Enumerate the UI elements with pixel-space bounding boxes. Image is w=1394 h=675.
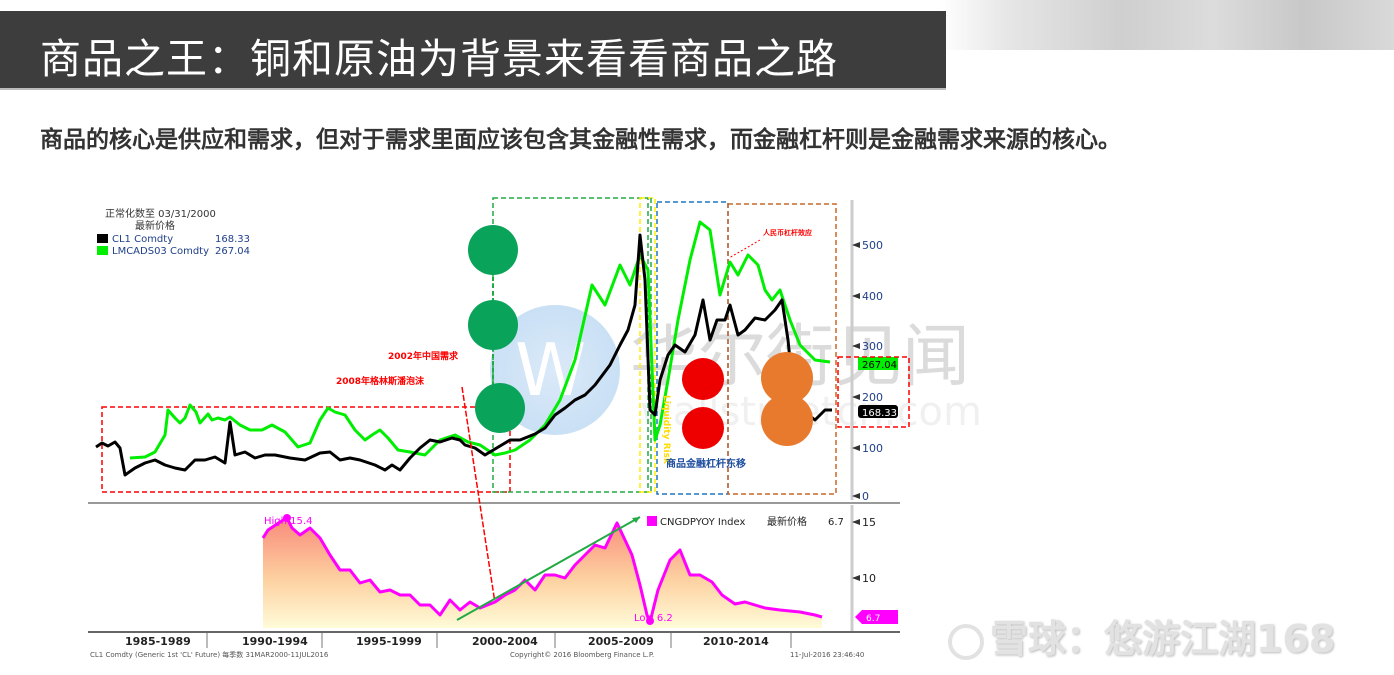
high-point-marker: [283, 514, 291, 522]
svg-text:1985-1989: 1985-1989: [125, 635, 191, 648]
trendline: [456, 516, 641, 621]
svg-text:正常化数至 03/31/2000: 正常化数至 03/31/2000: [105, 207, 216, 220]
svg-text:1995-1999: 1995-1999: [356, 635, 422, 648]
circles-red: [682, 358, 724, 449]
circle-green-1: [468, 225, 518, 275]
series-lmcads03: [129, 220, 831, 460]
svg-text:0: 0: [862, 490, 869, 503]
x-axis-labels: 1985-1989 1990-1994 1995-1999 2000-2004 …: [125, 633, 792, 648]
circle-green-2: [468, 300, 518, 350]
series-cngdpyoy: [261, 516, 823, 624]
annotation-high: High 15.4: [264, 516, 312, 527]
annotation-low: Low 6.2: [634, 613, 673, 624]
xueqiu-watermark: 雪球：悠游江湖168: [948, 608, 1335, 663]
annotations: 2002年中国需求 2008年格林斯潘泡沫 Liquidity Risk 商品金…: [336, 228, 812, 604]
lower-legend: CNGDPYOY Index 最新价格 6.7: [647, 515, 844, 528]
svg-text:500: 500: [862, 239, 883, 252]
svg-text:1990-1994: 1990-1994: [242, 635, 308, 648]
svg-text:2010-2014: 2010-2014: [703, 635, 769, 648]
box-orange-2011-2016: [727, 203, 837, 495]
box-yellow-liquidity: [639, 197, 656, 493]
chart-legend: 正常化数至 03/31/2000 最新价格 CL1 Comdty 168.33 …: [97, 207, 250, 257]
lower-y-axis: 15 10: [852, 516, 876, 585]
last-value-tag-gdp: 6.7: [855, 610, 898, 624]
svg-text:267.04: 267.04: [215, 246, 250, 257]
svg-text:2005-2009: 2005-2009: [588, 635, 654, 648]
svg-text:6.7: 6.7: [866, 614, 880, 624]
svg-text:300: 300: [862, 340, 883, 353]
svg-text:CL1 Comdty: CL1 Comdty: [112, 234, 173, 245]
circle-orange-1: [761, 352, 813, 404]
svg-text:最新价格: 最新价格: [135, 219, 175, 232]
svg-text:最新价格: 最新价格: [767, 515, 807, 528]
svg-text:267.04: 267.04: [862, 360, 897, 371]
series-cngdpyoy-area: [263, 518, 822, 628]
svg-text:Copyright© 2016 Bloomberg Fina: Copyright© 2016 Bloomberg Finance L.P.: [510, 651, 654, 659]
circle-red-1: [682, 358, 724, 400]
annotation-liquidity-risk: Liquidity Risk: [661, 395, 671, 465]
box-red-1985-2000: [101, 406, 511, 493]
page-title: 商品之王：铜和原油为背景来看看商品之路: [40, 35, 838, 83]
chart-footer: CL1 Comdty (Generic 1st 'CL' Future) 每季数…: [90, 650, 864, 659]
last-value-tag-cl1: 168.33: [858, 405, 898, 419]
circles-orange: [761, 352, 813, 446]
svg-text:100: 100: [862, 442, 883, 455]
svg-text:400: 400: [862, 290, 883, 303]
circles-green: [468, 225, 525, 433]
svg-text:15: 15: [862, 516, 876, 529]
annotation-2008-greenspan: 2008年格林斯潘泡沫: [336, 375, 425, 387]
title-bar: 商品之王：铜和原油为背景来看看商品之路: [0, 11, 946, 90]
period-boxes: [101, 197, 910, 495]
upper-y-axis: 500 400 300 200 100 0: [852, 239, 883, 503]
svg-text:6.7: 6.7: [828, 517, 844, 528]
subtitle: 商品的核心是供应和需求，但对于需求里面应该包含其金融性需求，而金融杠杆则是金融需…: [40, 127, 1121, 153]
svg-text:W: W: [515, 328, 586, 412]
svg-text:CL1 Comdty (Generic 1st 'CL' F: CL1 Comdty (Generic 1st 'CL' Future) 每季数…: [90, 650, 329, 659]
svg-text:CNGDPYOY Index: CNGDPYOY Index: [660, 517, 746, 528]
annotation-2002-china-demand: 2002年中国需求: [388, 350, 459, 362]
svg-text:10: 10: [862, 572, 876, 585]
box-red-latest: [837, 356, 910, 428]
svg-text:200: 200: [862, 391, 883, 404]
annotation-leverage-shift: 商品金融杠杆东移: [666, 457, 746, 470]
svg-text:LMCADS03 Comdty: LMCADS03 Comdty: [112, 246, 209, 257]
circle-red-2: [682, 407, 724, 449]
circle-orange-2: [761, 394, 813, 446]
svg-text:2000-2004: 2000-2004: [472, 635, 538, 648]
svg-text:168.33: 168.33: [862, 408, 897, 419]
svg-text:168.33: 168.33: [215, 234, 250, 245]
low-point-marker: [646, 617, 654, 625]
xueqiu-logo-icon: [948, 623, 984, 660]
circle-green-3: [475, 383, 525, 433]
annotation-rmb-leverage: 人民币杠杆效应: [763, 228, 812, 237]
svg-text:11-Jul-2016 23:46:40: 11-Jul-2016 23:46:40: [790, 651, 864, 659]
series-cl1: [95, 233, 832, 477]
decorative-banner-image: [940, 0, 1394, 50]
last-value-tag-lmcads03: 267.04: [858, 357, 898, 371]
